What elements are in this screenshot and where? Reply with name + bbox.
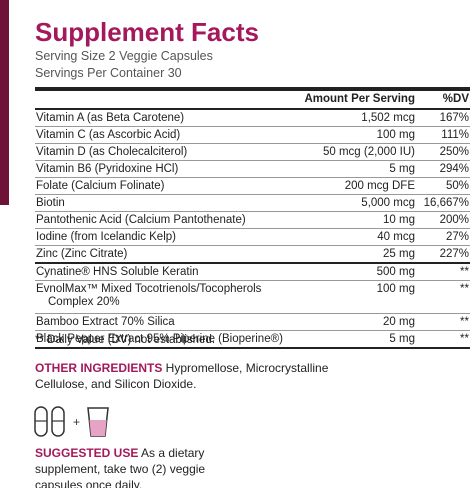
amount: 200 mcg DFE: [344, 180, 415, 192]
amount: 5,000 mcg: [361, 197, 415, 209]
other-ingredients: OTHER INGREDIENTS Hypromellose, Microcry…: [35, 360, 335, 392]
servings-per-container: Servings Per Container 30: [35, 66, 182, 80]
icons: +: [34, 406, 109, 437]
daily-value: 50%: [445, 180, 469, 192]
nutrient-name: Pantothenic Acid (Calcium Pantothenate): [36, 214, 246, 226]
side-strip: [0, 0, 9, 205]
amount: 100 mg: [376, 283, 415, 295]
nutrient-name: Vitamin D (as Cholecalciterol): [36, 146, 188, 158]
text: Hypromellose, Microcrystalline Cellulose…: [35, 361, 329, 391]
nutrient-name: Zinc (Zinc Citrate): [36, 248, 128, 260]
text: As a dietary supplement, take two (2) ve…: [35, 446, 206, 488]
nutrient-name: Folate (Calcium Folinate): [36, 180, 165, 192]
amount: 50 mcg (2,000 IU): [322, 146, 415, 158]
nutrient-row: Cynatine® HNS Soluble Keratin 500 mg **: [35, 264, 470, 281]
nutrient-row: EvnolMax™ Mixed Tocotrienols/Tocopherols…: [35, 281, 470, 314]
nutrient-name: Vitamin C (as Ascorbic Acid): [36, 129, 181, 141]
amount-header: Amount Per Serving: [304, 93, 415, 105]
daily-value: 27%: [445, 231, 469, 243]
dv-header: %DV: [442, 93, 469, 105]
daily-value: **: [460, 266, 469, 278]
nutrient-row: Vitamin C (as Ascorbic Acid) 100 mg 111%: [35, 127, 470, 144]
name-line: EvnolMax™ Mixed Tocotrienols/Tocopherols: [36, 283, 262, 295]
serving-size: Serving Size 2 Veggie Capsules: [35, 49, 213, 63]
label: OTHER INGREDIENTS: [35, 361, 163, 375]
amount: 40 mcg: [377, 231, 415, 243]
daily-value: 294%: [439, 163, 469, 175]
daily-value: **: [460, 283, 469, 295]
nutrient-row: Iodine (from Icelandic Kelp) 40 mcg 27%: [35, 229, 470, 246]
nutrient-row: Vitamin A (as Beta Carotene) 1,502 mcg 167…: [35, 110, 470, 127]
nutrient-row: Black Pepper Extract 95% Piperine (Biope…: [35, 331, 470, 349]
nutrient-name: Vitamin B6 (Pyridoxine HCl): [36, 163, 179, 175]
amount: 1,502 mcg: [361, 112, 415, 124]
amount: 20 mg: [383, 316, 415, 328]
daily-value: 111%: [441, 129, 469, 141]
nutrient-name: Cynatine® HNS Soluble Keratin: [36, 266, 199, 278]
daily-value: **: [460, 333, 469, 345]
nutrient-name: Biotin: [36, 197, 65, 209]
nutrient-name: Iodine (from Icelandic Kelp): [36, 231, 176, 243]
header-row: Amount Per Serving %DV: [35, 91, 470, 110]
nutrient-name: Black Pepper Extract 95% Piperine (Biope…: [36, 333, 283, 345]
daily-value: 227%: [439, 248, 469, 260]
nutrient-row: Folate (Calcium Folinate) 200 mcg DFE 50%: [35, 178, 470, 195]
nutrient-row: Vitamin B6 (Pyridoxine HCl) 5 mg 294%: [35, 161, 470, 178]
title: Supplement Facts: [35, 17, 259, 47]
facts-table: Amount Per Serving %DV Vitamin A (as Beta …: [35, 87, 470, 349]
daily-value: 167%: [439, 112, 469, 124]
amount: 100 mg: [376, 129, 415, 141]
suggested-use: SUGGESTED USE As a dietary supplement, t…: [35, 445, 225, 488]
footnote: ** Daily Value (DV) not established.: [35, 334, 216, 346]
nutrient-row: Pantothenic Acid (Calcium Pantothenate) 1…: [35, 212, 470, 229]
daily-value: 250%: [439, 146, 469, 158]
svg-text:+: +: [73, 415, 80, 429]
label: SUGGESTED USE: [35, 446, 139, 460]
daily-value: 16,667%: [423, 197, 469, 209]
nutrient-name: Vitamin A (as Beta Carotene): [36, 112, 185, 124]
amount: 5 mg: [389, 333, 415, 345]
daily-value: 200%: [439, 214, 469, 226]
nutrient-row: Zinc (Zinc Citrate) 25 mg 227%: [35, 246, 470, 264]
nutrient-name: Bamboo Extract 70% Silica: [36, 316, 175, 328]
amount: 25 mg: [383, 248, 415, 260]
nutrient-name: EvnolMax™ Mixed Tocotrienols/Tocopherols…: [36, 283, 261, 309]
nutrient-row: Vitamin D (as Cholecalciterol) 50 mcg (2,…: [35, 144, 470, 161]
daily-value: **: [460, 316, 469, 328]
name-line: Complex 20%: [48, 296, 120, 308]
nutrient-row: Biotin 5,000 mcg 16,667%: [35, 195, 470, 212]
amount: 10 mg: [383, 214, 415, 226]
amount: 5 mg: [389, 163, 415, 175]
nutrient-row: Bamboo Extract 70% Silica 20 mg **: [35, 314, 470, 331]
amount: 500 mg: [376, 266, 415, 278]
